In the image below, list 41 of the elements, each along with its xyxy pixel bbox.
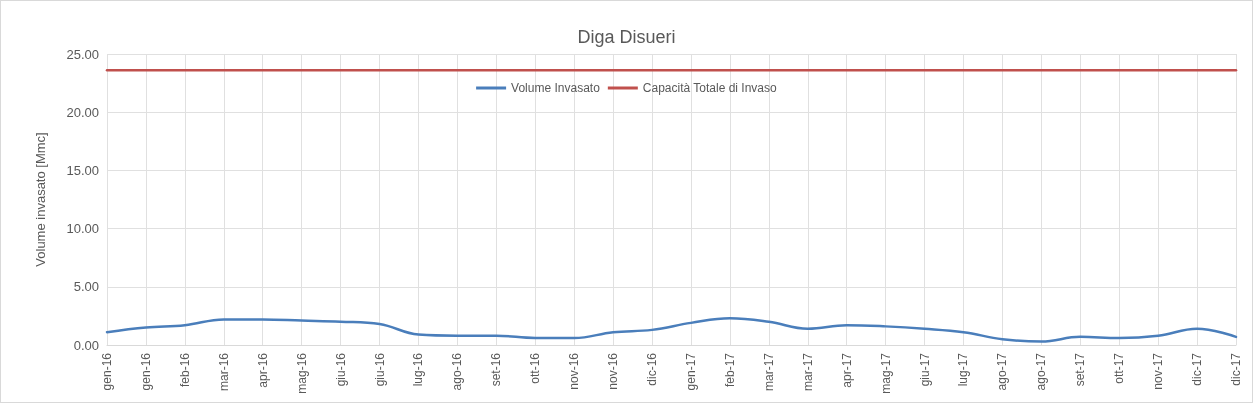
x-tick-label: ott-17 — [1112, 352, 1127, 384]
x-tick-label: mag-17 — [878, 352, 893, 394]
x-tick-label: lug-16 — [411, 352, 426, 387]
x-tick-label: ott-16 — [528, 352, 543, 384]
x-tick-label: set-17 — [1073, 352, 1088, 387]
legend-label: Volume Invasato — [511, 81, 601, 95]
x-tick-label: gen-17 — [683, 352, 698, 391]
chart-title: Diga Disueri — [577, 27, 676, 47]
x-tick-label: apr-16 — [255, 352, 270, 388]
x-tick-label: nov-16 — [606, 352, 621, 390]
x-tick-label: feb-16 — [177, 352, 192, 388]
x-tick-label: dic-17 — [1229, 352, 1243, 386]
x-tick-label: mar-16 — [216, 352, 231, 392]
x-tick-label: mar-17 — [761, 352, 776, 392]
y-tick-label: 15.00 — [66, 162, 99, 178]
legend-label: Capacità Totale di Invaso — [642, 81, 778, 95]
x-tick-label: set-16 — [489, 352, 504, 387]
x-tick-label: ago-17 — [1034, 352, 1049, 391]
y-tick-label: 0.00 — [73, 337, 99, 353]
x-tick-label: mar-17 — [800, 352, 815, 392]
x-tick-label: dic-16 — [645, 352, 660, 386]
y-tick-label: 20.00 — [66, 104, 99, 120]
x-tick-label: apr-17 — [839, 352, 854, 388]
x-tick-label: giu-16 — [333, 352, 348, 387]
x-tick-label: mag-16 — [294, 352, 309, 394]
x-tick-label: giu-16 — [372, 352, 387, 387]
y-tick-label: 10.00 — [66, 221, 99, 237]
y-tick-label: 25.00 — [66, 46, 99, 62]
x-tick-label: feb-17 — [722, 352, 737, 388]
x-tick-label: gen-16 — [138, 352, 153, 391]
x-tick-label: nov-17 — [1151, 352, 1166, 390]
x-tick-label: lug-17 — [956, 352, 971, 387]
x-tick-label: ago-16 — [450, 352, 465, 391]
line-series — [105, 316, 1238, 343]
x-tick-label: ago-17 — [995, 352, 1010, 391]
x-tick-label: giu-17 — [917, 352, 932, 387]
x-tick-label: gen-16 — [100, 352, 114, 391]
y-axis-title: Volume invasato [Mmc] — [33, 132, 48, 267]
x-tick-label: dic-17 — [1190, 352, 1205, 386]
x-tick-label: nov-16 — [567, 352, 582, 390]
y-tick-label: 5.00 — [73, 279, 99, 295]
